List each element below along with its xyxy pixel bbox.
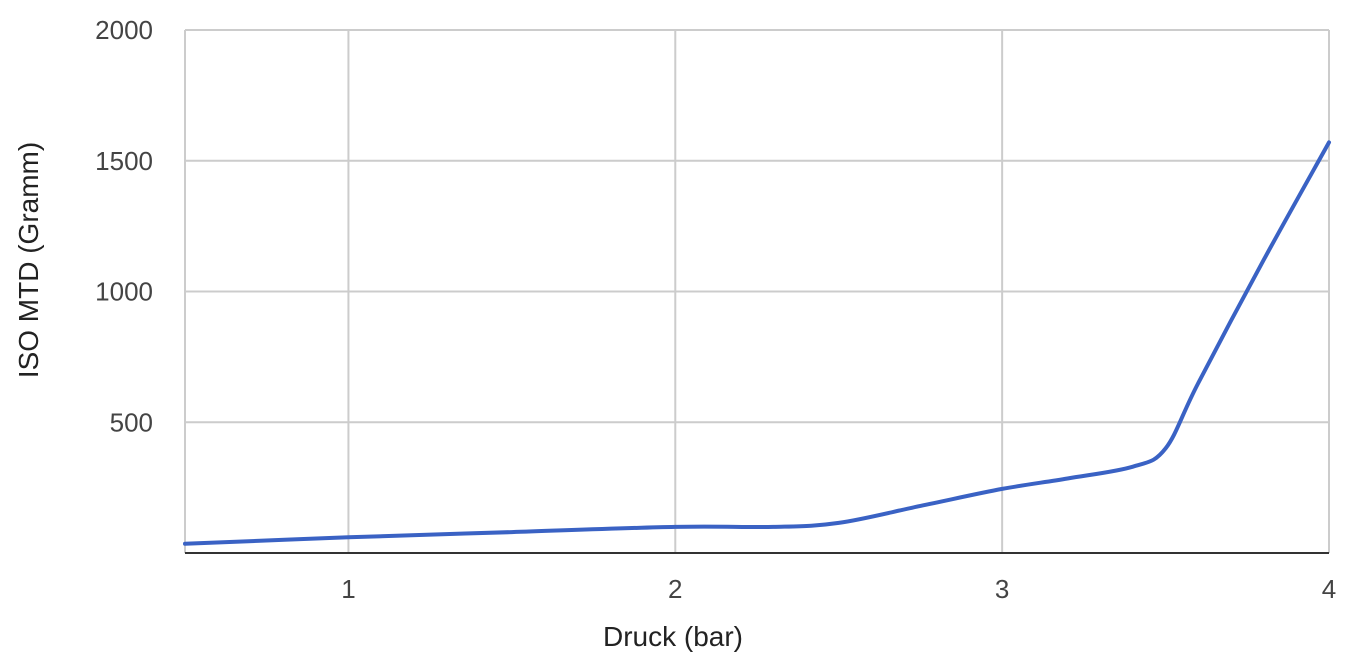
x-tick-label: 3 — [995, 574, 1009, 604]
y-axis-tick-labels: 500 1000 1500 2000 — [95, 15, 153, 437]
x-tick-label: 1 — [341, 574, 355, 604]
y-tick-label: 500 — [110, 407, 153, 437]
x-axis-tick-labels: 1 2 3 4 — [341, 574, 1336, 604]
series-line — [183, 140, 1331, 546]
y-tick-label: 1500 — [95, 146, 153, 176]
series-group — [183, 140, 1331, 546]
x-tick-label: 2 — [668, 574, 682, 604]
y-tick-label: 1000 — [95, 277, 153, 307]
x-tick-label: 4 — [1322, 574, 1336, 604]
y-tick-label: 2000 — [95, 15, 153, 45]
x-axis-title: Druck (bar) — [603, 621, 743, 652]
y-axis-title: ISO MTD (Gramm) — [13, 142, 44, 378]
grid — [184, 29, 1330, 553]
